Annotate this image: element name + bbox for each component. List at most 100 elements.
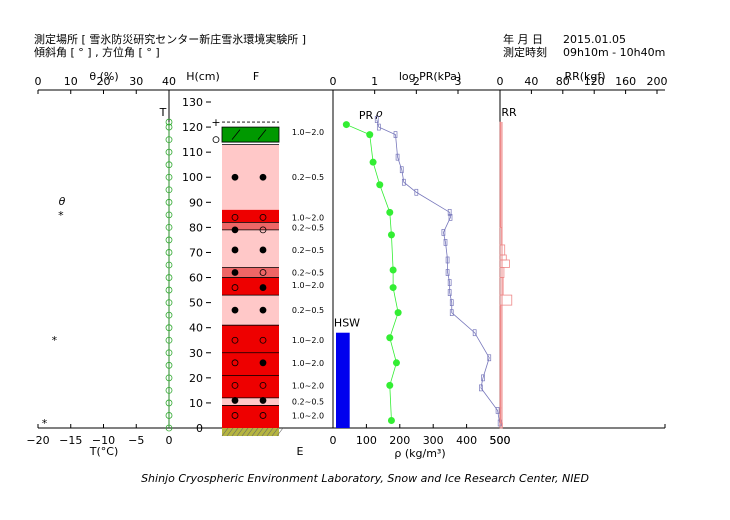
pr-profile-line xyxy=(376,119,501,424)
grain-size-label: 1.0~2.0 xyxy=(292,381,324,390)
temp-point xyxy=(165,386,173,394)
rr-series-label: RR xyxy=(501,106,517,119)
theta-tick-label: 20 xyxy=(97,75,111,88)
height-tick-label: 90 xyxy=(189,196,203,209)
rr-tick-label: 120 xyxy=(584,75,605,88)
temp-tick-label: −15 xyxy=(59,434,82,447)
theta-tick-label: 30 xyxy=(129,75,143,88)
density-point xyxy=(387,231,395,239)
pr-point xyxy=(495,407,500,414)
slope-azimuth: 傾斜角 [ ° ] , 方位角 [ ° ] xyxy=(34,46,160,59)
ground-hatch-line xyxy=(256,427,264,437)
grain-open-dot xyxy=(259,336,267,344)
layers-top-label: F xyxy=(253,70,259,83)
density-axis-title: ρ (kg/m³) xyxy=(394,447,445,460)
grain-size-label: 1.0~2.0 xyxy=(292,213,324,222)
theta-tick-label: 40 xyxy=(162,75,176,88)
rr-step xyxy=(499,294,513,306)
time-label: 測定時刻 xyxy=(503,46,547,59)
temp-point xyxy=(165,198,173,206)
temp-point xyxy=(165,148,173,156)
pr-tick-label: 3 xyxy=(455,75,462,88)
theta-point: * xyxy=(58,209,64,222)
temp-point xyxy=(165,186,173,194)
pr-point xyxy=(445,256,450,264)
theta-tick-label: 10 xyxy=(64,75,78,88)
pr-point xyxy=(445,269,450,276)
hsw-label: HSW xyxy=(334,317,360,330)
rr-tick-label: 40 xyxy=(524,75,538,88)
pr-series-label: PR xyxy=(359,109,374,122)
temp-point xyxy=(165,361,173,369)
height-tick-label: 100 xyxy=(182,171,203,184)
pr-point xyxy=(443,239,448,246)
pr-point xyxy=(447,208,452,216)
ground-hatch-line xyxy=(226,427,234,437)
rr-tick-label: 0 xyxy=(497,75,504,88)
density-point xyxy=(386,208,394,216)
temp-point xyxy=(165,336,173,344)
snow-layer xyxy=(222,144,279,210)
temp-point xyxy=(165,399,173,407)
density-tick-label: 0 xyxy=(330,434,337,447)
grain-filled-dot xyxy=(259,284,267,291)
grain-size-label: 0.2~0.5 xyxy=(292,306,324,315)
grain-open-dot xyxy=(259,213,267,221)
temp-tick-label: −20 xyxy=(26,434,49,447)
ground-hatch-line xyxy=(266,427,274,437)
pr-point xyxy=(374,116,379,123)
grain-filled-dot xyxy=(259,306,267,314)
temp-tick-label: 0 xyxy=(166,434,173,447)
ground-hatch-line xyxy=(221,427,229,437)
measurement-place: 測定場所 [ 雪氷防災研究センター新庄雪氷環境実験所 ] xyxy=(34,33,307,46)
height-tick-label: 50 xyxy=(189,297,203,310)
grain-open-dot xyxy=(231,336,239,344)
pr-point xyxy=(441,229,446,236)
grain-filled-dot xyxy=(259,359,267,367)
height-tick-label: 70 xyxy=(189,246,203,259)
temp-point xyxy=(165,261,173,269)
grain-filled-dot xyxy=(231,246,239,254)
height-tick-label: 30 xyxy=(189,347,203,360)
height-tick-label: 10 xyxy=(189,397,203,410)
theta-series-label: θ xyxy=(59,195,66,208)
surface-marker: + xyxy=(211,116,220,129)
grain-size-label: 0.2~0.5 xyxy=(292,269,324,278)
rr-step xyxy=(499,304,502,409)
grain-filled-dot xyxy=(231,173,239,181)
grain-size-label: 1.0~2.0 xyxy=(292,128,324,137)
ground-hatch-line xyxy=(261,427,269,437)
density-tick-label: 400 xyxy=(456,434,477,447)
pr-point xyxy=(472,329,477,337)
theta-tick-label: 0 xyxy=(35,75,42,88)
temp-tick-label: −10 xyxy=(92,434,115,447)
grain-size-label: 1.0~2.0 xyxy=(292,411,324,420)
density-point xyxy=(386,381,394,389)
ground-hatch-line xyxy=(246,427,254,437)
pr-point xyxy=(399,166,404,174)
density-tick-label: 500 xyxy=(490,434,511,447)
ground-hatch-line xyxy=(276,427,284,437)
pr-point xyxy=(487,354,492,362)
snow-layer xyxy=(222,325,279,353)
grain-open-dot xyxy=(259,381,267,389)
date-label: 年 月 日 xyxy=(503,33,543,46)
density-point xyxy=(366,131,374,139)
height-tick-label: 40 xyxy=(189,322,203,335)
temp-point xyxy=(165,249,173,256)
layers-bottom-label: E xyxy=(297,445,304,458)
density-profile-line xyxy=(346,124,399,421)
pr-tick-label: 0 xyxy=(330,75,337,88)
temp-point xyxy=(165,223,173,231)
temp-point xyxy=(165,123,173,131)
temp-point xyxy=(165,236,173,244)
height-tick-label: 120 xyxy=(182,121,203,134)
temp-point xyxy=(165,161,173,169)
pr-point xyxy=(448,214,453,221)
snow-layer xyxy=(222,267,279,278)
snow-layer xyxy=(222,295,279,326)
temp-point xyxy=(165,349,173,357)
pr-point xyxy=(414,188,419,196)
grain-filled-dot xyxy=(231,269,239,276)
grain-open-dot xyxy=(259,226,267,234)
